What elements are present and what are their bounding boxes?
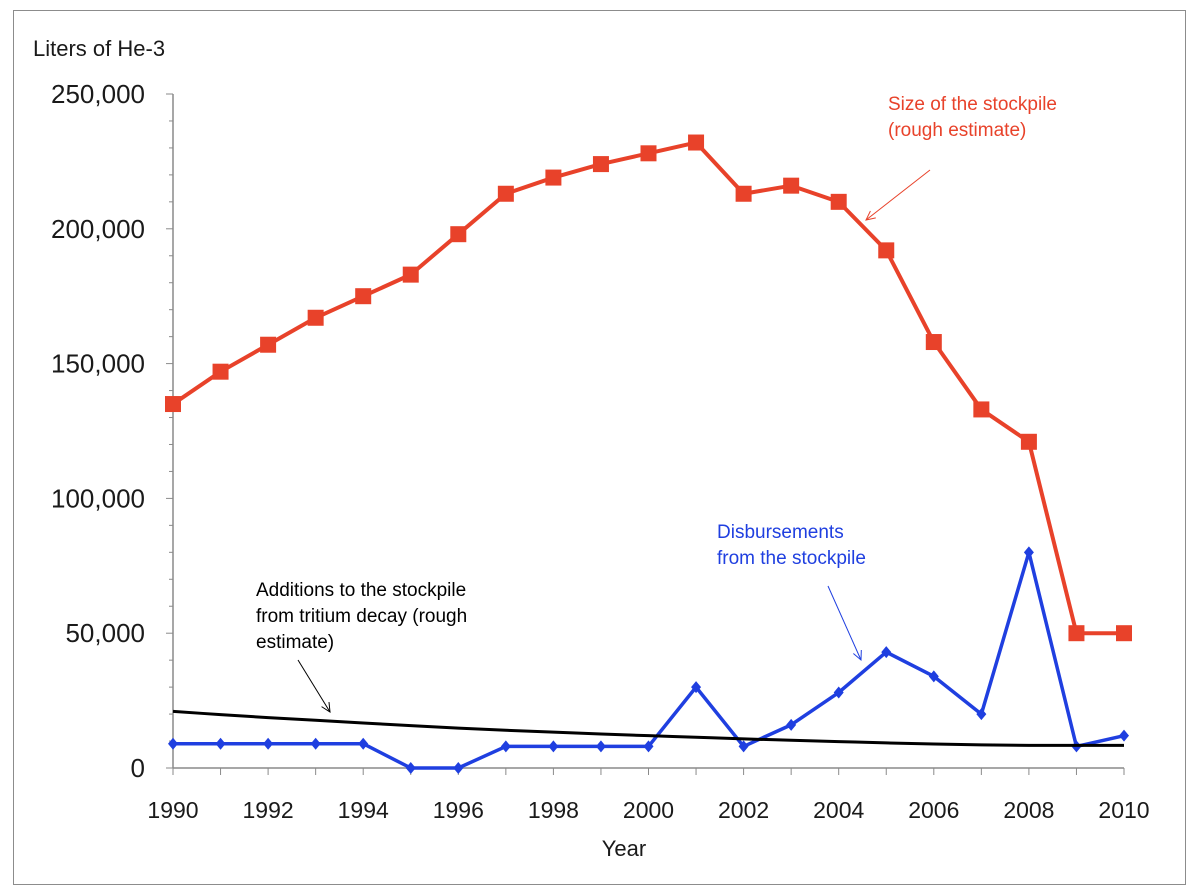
data-point [783, 177, 800, 194]
x-tick-label: 1994 [338, 797, 389, 823]
data-point [260, 336, 277, 353]
data-point [358, 737, 369, 750]
y-axis-title: Liters of He-3 [33, 36, 165, 61]
series-2 [172, 709, 1124, 747]
data-point [1023, 546, 1034, 559]
axes: 0 50,000 100,000 150,000 200,000 250,000 1990 1… [51, 79, 1150, 823]
data-point [976, 708, 987, 721]
data-point [165, 396, 181, 413]
x-tick-label: 2000 [623, 797, 674, 823]
data-point [310, 737, 321, 750]
annotation-arrow-line [865, 169, 931, 221]
y-tick-label: 50,000 [65, 618, 145, 648]
data-point [643, 740, 654, 753]
series-layer [165, 134, 1132, 774]
data-point [928, 670, 939, 683]
x-tick-label: 2002 [718, 797, 769, 823]
annotation-layer: Size of the stockpile (rough estimate) Dis… [256, 94, 1057, 713]
y-tick-label: 100,000 [51, 483, 145, 513]
x-tick-label: 1996 [433, 797, 484, 823]
chart-frame [13, 10, 1186, 885]
data-point [1068, 625, 1085, 642]
annotation-arrow-line [827, 585, 862, 661]
data-point [688, 134, 705, 151]
data-point [738, 740, 749, 753]
annotation-1: Disbursements from the stockpile [717, 522, 866, 662]
x-tick-label: 2006 [908, 797, 959, 823]
data-point [545, 169, 562, 186]
data-point [355, 288, 372, 305]
y-tick-label: 0 [131, 753, 145, 783]
series-line [171, 140, 1124, 636]
data-point [402, 266, 419, 283]
annotation-2: Additions to the stockpile from tritium d… [256, 580, 467, 713]
data-point [833, 686, 844, 699]
x-tick-label: 1992 [243, 797, 294, 823]
x-tick-label: 2004 [813, 797, 864, 823]
data-point [405, 762, 416, 774]
x-tick-label: 1998 [528, 797, 579, 823]
data-point [263, 737, 274, 750]
data-point [881, 646, 892, 659]
data-point [735, 185, 752, 202]
y-tick-label: 200,000 [51, 214, 145, 244]
data-point [878, 242, 895, 259]
x-tick-label: 2008 [1003, 797, 1054, 823]
data-point [168, 737, 178, 750]
data-point [592, 156, 609, 173]
series-line [172, 709, 1124, 747]
x-axis-title: Year [602, 836, 646, 861]
data-point [548, 740, 559, 753]
data-point [1020, 433, 1037, 450]
annotation-text: estimate) [256, 632, 334, 653]
y-tick-label: 150,000 [51, 349, 145, 379]
data-point [453, 762, 464, 774]
annotation-arrowhead [865, 210, 876, 221]
data-point [925, 334, 942, 351]
data-point [1119, 729, 1129, 742]
data-point [595, 740, 606, 753]
annotation-arrow-line [297, 659, 331, 713]
data-point [691, 681, 702, 694]
data-point [500, 740, 511, 753]
annotation-text: Size of the stockpile [888, 94, 1057, 115]
y-tick-label: 250,000 [51, 79, 145, 109]
data-point [830, 193, 847, 210]
data-point [497, 185, 514, 202]
data-point [1116, 625, 1132, 642]
data-point [786, 718, 797, 731]
data-point [450, 226, 467, 243]
series-0 [165, 134, 1132, 642]
annotation-text: Additions to the stockpile [256, 580, 466, 601]
x-tick-label: 1990 [147, 797, 198, 823]
annotation-text: from tritium decay (rough [256, 606, 467, 627]
annotation-text: from the stockpile [717, 548, 866, 569]
data-point [212, 363, 229, 380]
series-1 [168, 546, 1129, 774]
annotation-arrowhead [853, 649, 862, 662]
annotation-0: Size of the stockpile (rough estimate) [865, 94, 1057, 221]
data-point [640, 145, 657, 162]
data-point [973, 401, 990, 418]
annotation-text: Disbursements [717, 522, 844, 543]
data-point [215, 737, 226, 750]
annotation-text: (rough estimate) [888, 120, 1026, 141]
data-point [307, 309, 324, 326]
annotation-arrowhead [321, 702, 331, 713]
x-tick-label: 2010 [1098, 797, 1149, 823]
